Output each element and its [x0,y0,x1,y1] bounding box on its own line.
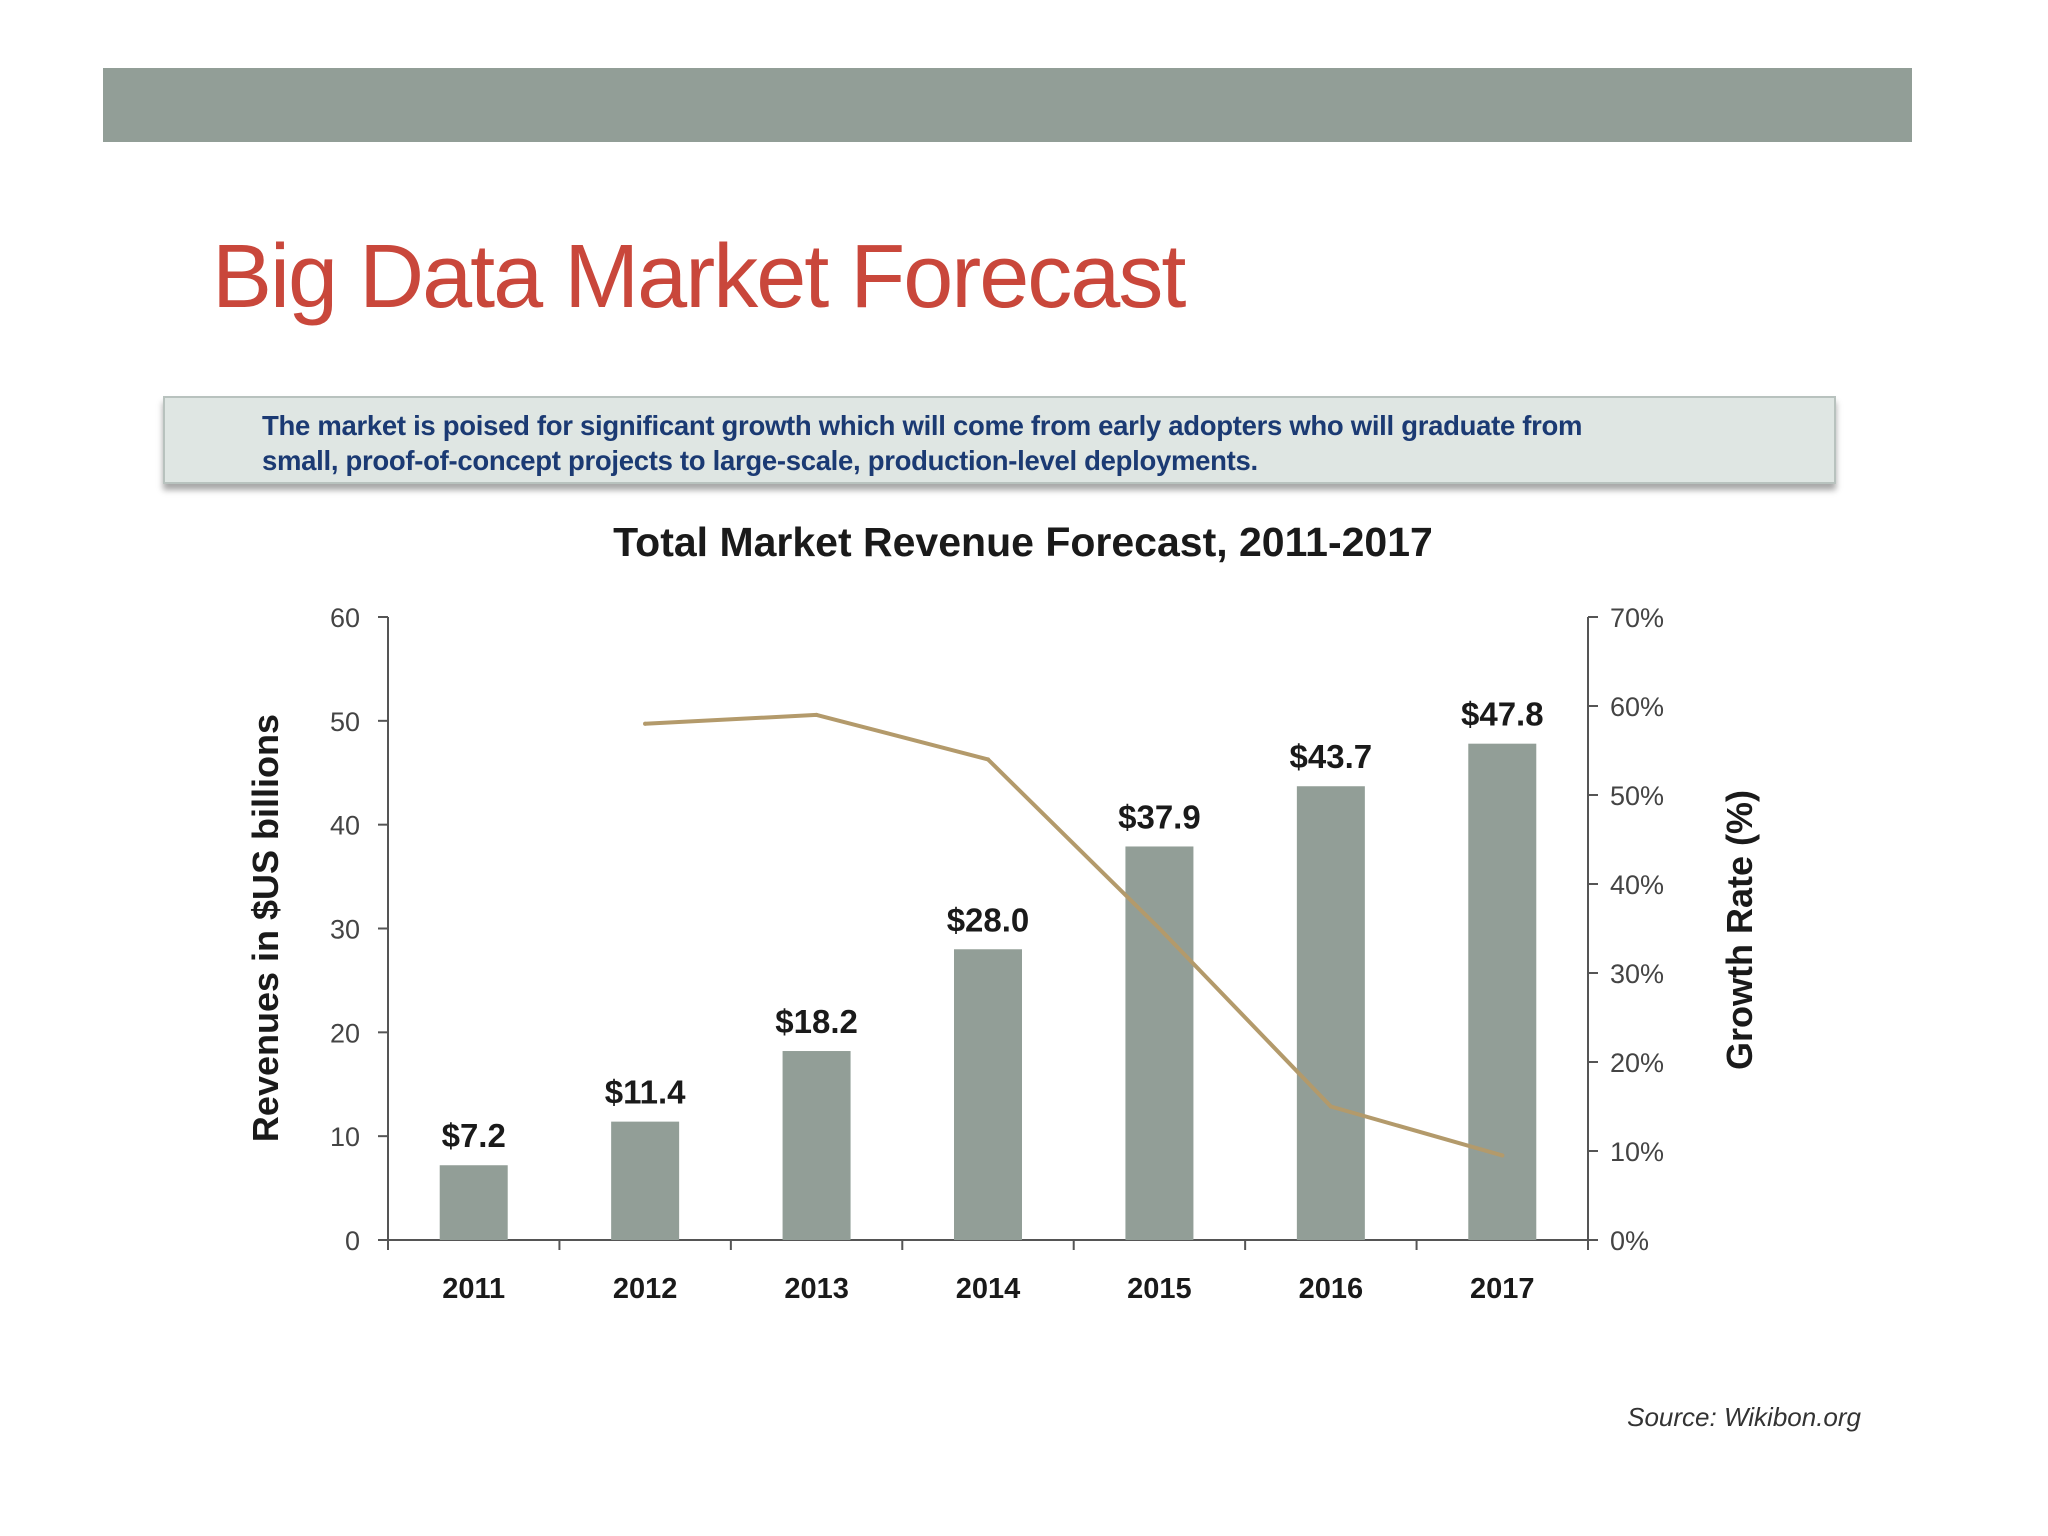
bar-2017 [1468,743,1537,1240]
y-axis-title-right: Growth Rate (%) [1719,790,1760,1070]
source-note: Source: Wikibon.org [1627,1402,1861,1432]
right-tick-label: 30% [1610,959,1664,989]
bar-2012 [611,1121,680,1240]
x-tick-label: 2016 [1299,1273,1364,1305]
right-tick-label: 20% [1610,1048,1664,1078]
right-tick-label: 70% [1610,603,1664,633]
bar-value-label: $28.0 [947,901,1030,938]
left-tick-label: 60 [330,603,360,633]
x-tick-label: 2013 [784,1273,849,1305]
bar-value-label: $47.8 [1461,696,1544,733]
right-tick-label: 40% [1610,870,1664,900]
callout-line-2: small, proof-of-concept projects to larg… [262,445,1258,476]
growth-rate-point [1328,1104,1333,1109]
callout-line-1: The market is poised for significant gro… [262,410,1583,441]
bar-2016 [1296,786,1365,1240]
x-tick-label: 2012 [613,1273,678,1305]
bar-value-label: $43.7 [1290,738,1373,775]
growth-rate-point [1500,1153,1505,1158]
bar-2014 [954,949,1022,1240]
right-tick-label: 10% [1610,1137,1664,1167]
right-tick-label: 0% [1610,1226,1649,1256]
callout-text: The market is poised for significant gro… [262,408,1822,478]
left-tick-label: 20 [330,1018,360,1048]
bar-value-label: $11.4 [605,1074,686,1111]
bar-2015 [1125,846,1194,1240]
y-axis-title-left: Revenues in $US billions [245,714,286,1142]
bar-2011 [439,1165,508,1240]
bar-value-label: $37.9 [1118,798,1201,835]
growth-rate-point [986,757,990,762]
left-tick-label: 0 [345,1226,360,1256]
bar-value-label: $7.2 [442,1117,506,1154]
x-tick-label: 2011 [442,1273,505,1305]
left-tick-label: 50 [330,707,360,737]
callout-box: The market is poised for significant gro… [163,396,1836,484]
growth-rate-point [643,721,648,726]
growth-rate-point [1157,926,1162,931]
right-tick-label: 60% [1610,692,1664,722]
left-tick-label: 40 [330,811,360,841]
x-tick-label: 2015 [1127,1273,1192,1305]
left-tick-label: 10 [330,1122,360,1152]
growth-rate-point [814,712,819,717]
bar-2013 [782,1051,851,1240]
right-tick-label: 50% [1610,781,1664,811]
bar-value-label: $18.2 [775,1003,858,1040]
header-band [103,68,1912,142]
left-tick-label: 30 [330,915,360,945]
x-tick-label: 2017 [1470,1273,1535,1305]
slide-title: Big Data Market Forecast [212,227,1186,327]
chart-title: Total Market Revenue Forecast, 2011-2017 [613,519,1433,565]
growth-rate-line [643,712,1505,1158]
x-tick-label: 2014 [956,1273,1021,1305]
